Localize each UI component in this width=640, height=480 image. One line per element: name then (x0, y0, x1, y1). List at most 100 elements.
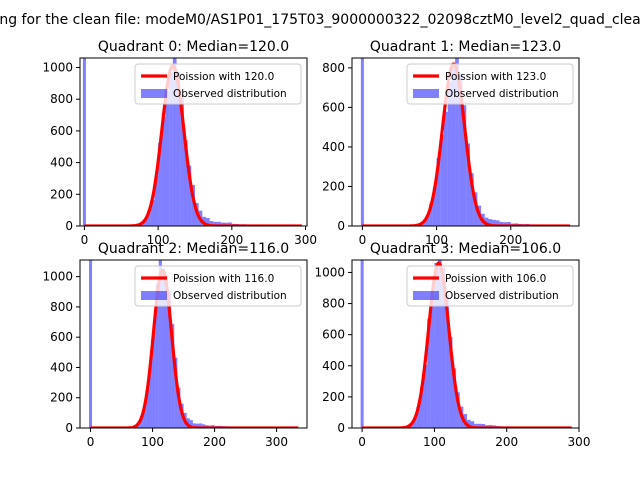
hist-bar (177, 387, 181, 428)
x-tick-label: 100 (425, 233, 448, 247)
y-tick-label: 400 (322, 140, 345, 154)
figure-suptitle: Plotting for the clean file: modeM0/AS1P… (0, 12, 640, 28)
y-tick-label: 600 (50, 330, 73, 344)
hist-bar (438, 260, 442, 428)
hist-bar (492, 219, 496, 226)
legend-hist-swatch (141, 89, 167, 98)
legend-hist-swatch (413, 291, 439, 300)
x-tick-label: 300 (568, 435, 591, 449)
legend-poisson-label: Poission with 116.0 (173, 273, 274, 285)
hist-bar (180, 94, 184, 226)
hist-bar (448, 336, 453, 428)
axes-frame (79, 259, 308, 429)
hist-bar (213, 221, 218, 226)
hist-bar (155, 283, 159, 428)
subplot-title: Quadrant 2: Median=116.0 (98, 241, 289, 257)
y-tick-label: 1000 (42, 270, 73, 284)
hist-bar (140, 416, 144, 428)
x-tick-label: 0 (87, 435, 95, 449)
hist-bar (469, 173, 474, 226)
y-tick-label: 400 (50, 156, 73, 170)
x-tick-label: 200 (495, 435, 518, 449)
poisson-curve (361, 62, 571, 226)
hist-bar (488, 219, 493, 226)
x-tick-label: 300 (294, 233, 317, 247)
hist-bar (224, 222, 229, 226)
hist-bar (466, 419, 471, 428)
plot-area (82, 58, 306, 226)
y-tick-label: 800 (50, 300, 73, 314)
y-tick-label: 0 (337, 421, 345, 435)
y-tick-label: 200 (322, 179, 345, 193)
y-tick-label: 0 (65, 421, 73, 435)
x-tick-label: 200 (220, 233, 243, 247)
hist-bar (452, 368, 457, 428)
legend-hist-label: Observed distribution (173, 290, 287, 302)
hist-bar (455, 58, 459, 226)
subplot-title: Quadrant 1: Median=123.0 (370, 39, 561, 55)
y-tick-label: 0 (65, 219, 73, 233)
hist-bar (425, 215, 430, 226)
y-tick-label: 600 (322, 328, 345, 342)
hist-bar (456, 392, 460, 428)
hist-bar (158, 260, 162, 428)
hist-bar (447, 81, 452, 226)
hist-bar (441, 267, 446, 428)
x-tick-label: 200 (203, 435, 226, 449)
axes-frame (79, 57, 308, 227)
y-tick-label: 400 (322, 359, 345, 373)
legend-hist-swatch (413, 89, 439, 98)
hist-bar (195, 423, 200, 428)
hist-bar (161, 117, 166, 226)
hist-bar (429, 203, 433, 226)
hist-bar (419, 387, 424, 428)
axes-frame (351, 57, 580, 227)
subplot-quadrant-3: 0 100 200 300 0 200 400 600 800 1000 Quadrant 3: M… (314, 241, 590, 449)
hist-bar (209, 221, 214, 226)
hist-bar (202, 424, 206, 428)
hist-bar-zero-spike (82, 58, 86, 226)
hist-bar (484, 217, 489, 226)
legend-poisson-label: Poission with 123.0 (445, 71, 546, 83)
hist-bar (143, 406, 147, 428)
legend-hist-label: Observed distribution (445, 290, 559, 302)
hist-bar (432, 187, 437, 226)
y-tick-label: 1000 (314, 265, 345, 279)
hist-bar (466, 143, 470, 226)
hist-bar (228, 222, 232, 226)
hist-bar (189, 420, 193, 428)
hist-bar (169, 72, 173, 226)
hist-bar-zero-spike (360, 260, 364, 428)
y-tick-label: 800 (322, 61, 345, 75)
axes-frame (351, 259, 580, 429)
y-tick-label: 200 (50, 391, 73, 405)
hist-bar (445, 294, 449, 428)
y-tick-label: 200 (50, 187, 73, 201)
hist-bar (430, 295, 435, 428)
hist-bar (470, 421, 475, 428)
hist-bar (143, 219, 148, 226)
hist-bar (199, 423, 203, 428)
x-tick-label: 100 (147, 233, 170, 247)
y-tick-label: 0 (337, 219, 345, 233)
subplot-quadrant-0: 0 100 200 300 0 200 400 600 800 1000 Quadrant 0: M… (42, 39, 317, 247)
hist-bar (164, 275, 169, 428)
hist-bar (158, 142, 162, 226)
hist-bar (220, 222, 225, 226)
x-tick-label: 200 (499, 233, 522, 247)
hist-bar (458, 73, 463, 226)
hist-bar-zero-spike (360, 58, 364, 226)
y-tick-label: 800 (50, 92, 73, 106)
hist-bar (462, 105, 467, 226)
hist-bar (165, 91, 170, 226)
hist-bar (172, 58, 177, 226)
y-tick-label: 400 (50, 360, 73, 374)
hist-bar (474, 423, 478, 428)
subplot-quadrant-1: 0 100 200 0 200 400 600 800 Quadrant 1: Median=1… (322, 39, 580, 247)
subplot-quadrant-2: 0 100 200 300 0 200 400 600 800 1000 Quadrant 2: M… (42, 241, 308, 449)
hist-bar (161, 268, 165, 428)
hist-bar (503, 222, 508, 226)
subplot-title: Quadrant 0: Median=120.0 (98, 39, 289, 55)
x-tick-label: 0 (359, 233, 367, 247)
